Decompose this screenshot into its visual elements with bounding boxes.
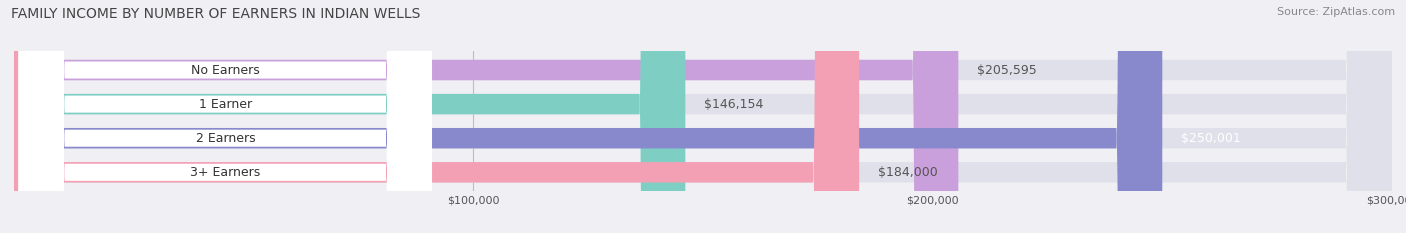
- Text: $250,001: $250,001: [1181, 132, 1240, 145]
- Text: $184,000: $184,000: [877, 166, 938, 179]
- Text: 1 Earner: 1 Earner: [198, 98, 252, 111]
- FancyBboxPatch shape: [14, 0, 1392, 233]
- FancyBboxPatch shape: [14, 0, 1392, 233]
- Text: 3+ Earners: 3+ Earners: [190, 166, 260, 179]
- FancyBboxPatch shape: [14, 0, 1163, 233]
- FancyBboxPatch shape: [14, 0, 1392, 233]
- Text: FAMILY INCOME BY NUMBER OF EARNERS IN INDIAN WELLS: FAMILY INCOME BY NUMBER OF EARNERS IN IN…: [11, 7, 420, 21]
- FancyBboxPatch shape: [14, 0, 1392, 233]
- FancyBboxPatch shape: [14, 0, 859, 233]
- Text: $205,595: $205,595: [977, 64, 1036, 76]
- FancyBboxPatch shape: [18, 0, 432, 233]
- FancyBboxPatch shape: [14, 0, 959, 233]
- Text: 2 Earners: 2 Earners: [195, 132, 254, 145]
- FancyBboxPatch shape: [18, 0, 432, 233]
- FancyBboxPatch shape: [14, 0, 685, 233]
- Text: Source: ZipAtlas.com: Source: ZipAtlas.com: [1277, 7, 1395, 17]
- FancyBboxPatch shape: [18, 0, 432, 233]
- FancyBboxPatch shape: [18, 0, 432, 233]
- Text: $146,154: $146,154: [704, 98, 763, 111]
- Text: No Earners: No Earners: [191, 64, 260, 76]
